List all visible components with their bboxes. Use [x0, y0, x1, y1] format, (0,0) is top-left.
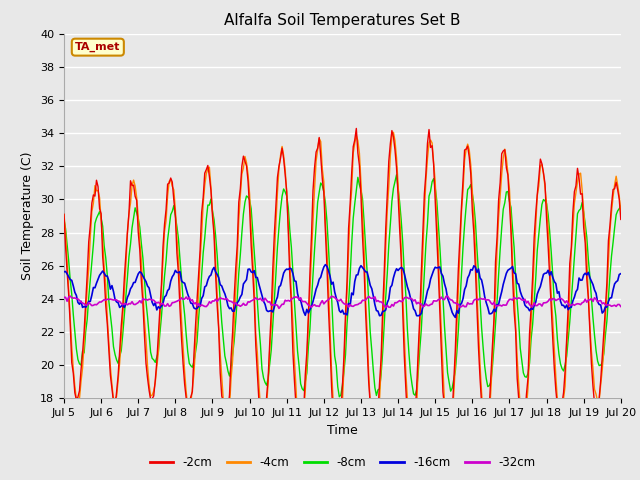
X-axis label: Time: Time	[327, 424, 358, 437]
Text: TA_met: TA_met	[75, 42, 120, 52]
Title: Alfalfa Soil Temperatures Set B: Alfalfa Soil Temperatures Set B	[224, 13, 461, 28]
Legend: -2cm, -4cm, -8cm, -16cm, -32cm: -2cm, -4cm, -8cm, -16cm, -32cm	[145, 452, 540, 474]
Y-axis label: Soil Temperature (C): Soil Temperature (C)	[22, 152, 35, 280]
